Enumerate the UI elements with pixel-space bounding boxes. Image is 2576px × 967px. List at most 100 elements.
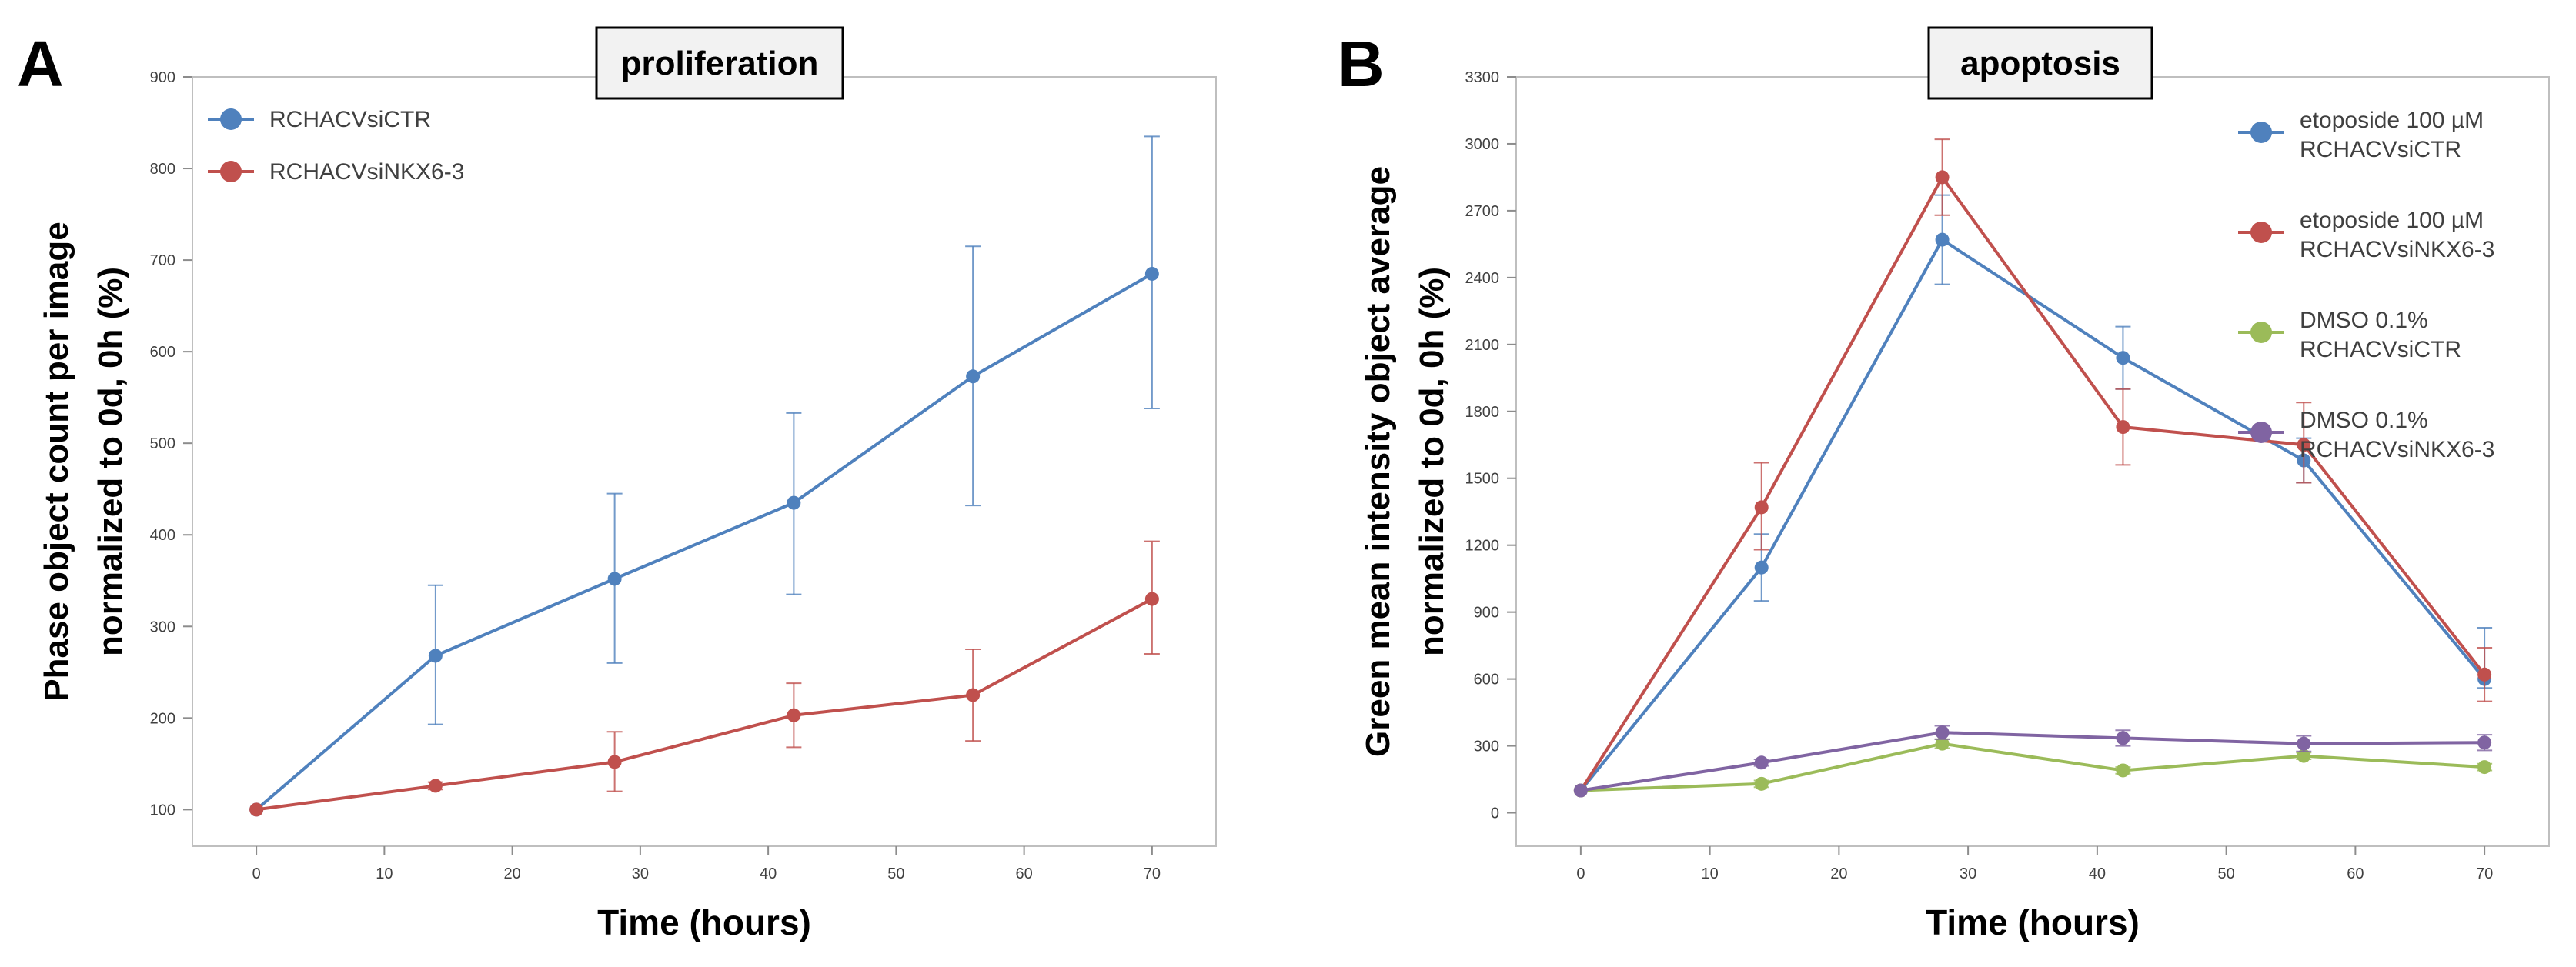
panel-label: B — [1338, 28, 1385, 100]
y-axis-label-line2: normalized to 0d, 0h (%) — [1413, 267, 1451, 656]
x-tick-label: 0 — [1576, 865, 1585, 882]
data-point — [1935, 736, 1950, 751]
legend-label: RCHACVsiNKX6-3 — [269, 159, 464, 185]
x-tick-label: 70 — [2476, 865, 2493, 882]
x-axis-label: Time (hours) — [597, 902, 811, 942]
data-point — [966, 688, 981, 702]
y-tick-label: 2400 — [1465, 270, 1500, 287]
data-point — [787, 495, 801, 510]
data-point — [2297, 736, 2311, 751]
y-axis-label-line1: Green mean intensity object average — [1359, 166, 1397, 757]
legend-swatch-marker — [2250, 222, 2272, 243]
legend-swatch-marker — [2250, 422, 2272, 443]
y-tick-label: 3300 — [1465, 69, 1500, 86]
x-axis-label: Time (hours) — [1926, 902, 2140, 942]
legend-label-line2: RCHACVsiNKX6-3 — [2300, 237, 2494, 262]
chart-title-box — [1927, 26, 2153, 100]
y-tick-label: 900 — [1474, 605, 1499, 622]
series-line — [1580, 731, 2485, 792]
series-line — [255, 272, 1153, 811]
y-tick-label: 300 — [150, 619, 175, 635]
y-tick-label: 2700 — [1465, 203, 1500, 220]
series-line — [1579, 238, 2486, 792]
data-point — [2477, 735, 2492, 750]
series-line — [1580, 742, 2485, 792]
y-tick-label: 900 — [150, 69, 175, 86]
series-1 — [249, 540, 1160, 817]
y-tick-label: 3000 — [1465, 136, 1500, 153]
data-point — [966, 369, 981, 384]
data-point — [2116, 351, 2130, 365]
y-tick-label: 0 — [1491, 805, 1499, 822]
data-point — [2116, 731, 2130, 745]
x-tick-label: 40 — [760, 865, 777, 882]
plot-area — [1515, 76, 2550, 847]
data-point — [2116, 763, 2130, 778]
legend-label: RCHACVsiCTR — [269, 107, 431, 132]
data-point — [1754, 500, 1769, 515]
x-tick-label: 60 — [2347, 865, 2364, 882]
panel-b-apoptosis-chart: 0300600900120015001800210024002700300033… — [1338, 26, 2550, 942]
x-tick-label: 10 — [1702, 865, 1719, 882]
legend-swatch-marker — [2250, 122, 2272, 143]
series-3 — [1573, 725, 2493, 798]
data-point — [428, 779, 443, 793]
data-point — [1935, 725, 1950, 740]
x-tick-label: 30 — [1960, 865, 1976, 882]
legend-label-line1: DMSO 0.1% — [2300, 308, 2428, 333]
legend-label-line2: RCHACVsiCTR — [2300, 337, 2461, 362]
data-point — [1754, 755, 1769, 770]
legend-swatch-marker — [220, 108, 242, 130]
y-tick-label: 600 — [1474, 672, 1499, 689]
chart-title-box — [595, 26, 844, 100]
data-point — [607, 755, 622, 769]
x-tick-label: 50 — [887, 865, 904, 882]
y-tick-label: 200 — [150, 710, 175, 727]
y-tick-label: 1500 — [1465, 471, 1500, 488]
y-tick-label: 700 — [150, 252, 175, 269]
data-point — [1935, 232, 1950, 247]
y-axis-label-line2: normalized to 0d, 0h (%) — [92, 267, 129, 656]
data-point — [2477, 760, 2492, 775]
y-tick-label: 500 — [150, 435, 175, 452]
x-tick-label: 60 — [1016, 865, 1033, 882]
panel-label: A — [17, 28, 64, 100]
data-point — [1144, 592, 1159, 606]
legend-label-line2: RCHACVsiNKX6-3 — [2300, 437, 2494, 462]
panel-a-proliferation-chart: 100 200 300 400 500 600 700 800 900 0 10 20 30 40 50 60… — [17, 26, 1217, 942]
data-point — [2297, 749, 2311, 763]
y-tick-label: 400 — [150, 527, 175, 544]
data-point — [249, 802, 264, 817]
y-tick-label: 100 — [150, 802, 175, 819]
x-tick-label: 20 — [504, 865, 521, 882]
x-tick-label: 50 — [2218, 865, 2235, 882]
legend-swatch-marker — [2250, 322, 2272, 343]
y-tick-label: 800 — [150, 161, 175, 178]
x-tick-label: 0 — [252, 865, 261, 882]
data-point — [2116, 420, 2130, 435]
data-point — [1573, 783, 1588, 798]
y-tick-label: 300 — [1474, 739, 1499, 755]
legend-swatch-marker — [220, 161, 242, 182]
chart-title: apoptosis — [1960, 45, 2120, 82]
y-tick-label: 2100 — [1465, 337, 1500, 354]
chart-title: proliferation — [621, 45, 819, 82]
y-tick-label: 1200 — [1465, 538, 1500, 555]
data-point — [1754, 776, 1769, 791]
y-axis-label-line1: Phase object count per image — [38, 222, 75, 702]
data-point — [1935, 170, 1950, 185]
data-point — [2297, 438, 2311, 452]
legend-label-line1: DMSO 0.1% — [2300, 408, 2428, 433]
data-point — [1754, 560, 1769, 575]
legend-label-line1: etoposide 100 µM — [2300, 108, 2484, 133]
y-tick-label: 600 — [150, 344, 175, 361]
data-point — [787, 708, 801, 722]
series-line — [256, 597, 1153, 812]
legend-label-line2: RCHACVsiCTR — [2300, 137, 2461, 162]
x-tick-label: 40 — [2089, 865, 2106, 882]
data-point — [2477, 667, 2492, 682]
series-line — [1579, 175, 2486, 792]
x-tick-label: 20 — [1830, 865, 1847, 882]
y-tick-label: 1800 — [1465, 404, 1500, 421]
